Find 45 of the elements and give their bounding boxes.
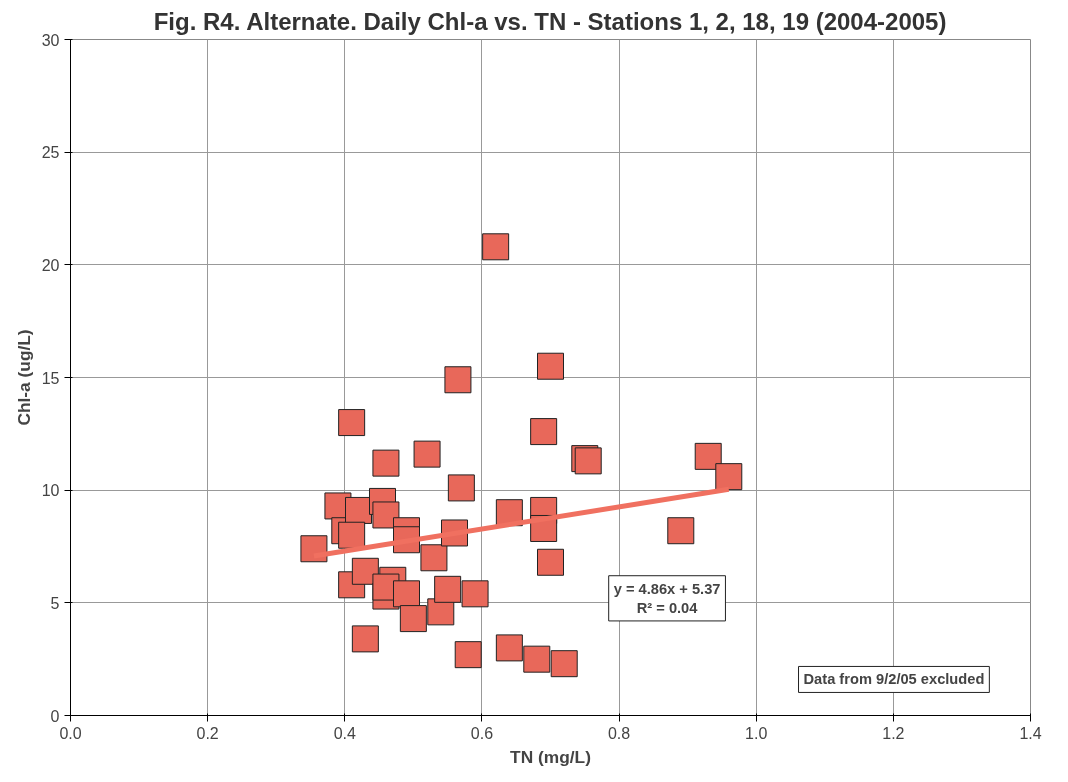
point xyxy=(447,474,475,502)
point xyxy=(454,641,482,669)
point xyxy=(413,440,441,468)
x-tick-label: 0.2 xyxy=(196,724,219,742)
point xyxy=(372,449,400,477)
x-tick-label: 0.6 xyxy=(470,724,494,742)
point xyxy=(537,548,564,576)
x-tick-label: 0.8 xyxy=(607,724,631,742)
point xyxy=(444,366,472,394)
chart-title: Fig. R4. Alternate. Daily Chl-a vs. TN - Stations 1, 2, 18, 19 (2004-2005) xyxy=(153,7,947,35)
point xyxy=(523,645,551,673)
y-axis-title: Chl-a (ug/L) xyxy=(13,329,34,426)
y-tick-label: 0 xyxy=(50,707,60,725)
x-axis-title: TN (mg/L) xyxy=(510,746,591,767)
point xyxy=(351,625,379,653)
point xyxy=(434,575,462,603)
y-tick-label: 5 xyxy=(50,594,60,612)
x-tick-label: 0.0 xyxy=(59,724,82,742)
x-tick-label: 0.4 xyxy=(333,724,357,742)
point xyxy=(694,442,722,470)
y-tick-label: 10 xyxy=(41,482,60,500)
y-tick-label: 20 xyxy=(41,256,60,274)
point xyxy=(495,634,523,662)
x-tick-label: 1.0 xyxy=(745,724,768,742)
point xyxy=(399,605,427,633)
point xyxy=(393,580,420,608)
y-tick-label: 30 xyxy=(41,31,60,49)
y-tick-label: 25 xyxy=(41,144,60,162)
point xyxy=(715,463,743,491)
point xyxy=(537,352,564,380)
point xyxy=(550,650,578,678)
point xyxy=(372,501,400,529)
point xyxy=(338,521,366,549)
x-tick-label: 1.2 xyxy=(882,724,905,742)
point xyxy=(300,535,328,563)
point xyxy=(338,409,366,437)
x-tick-label: 1.4 xyxy=(1019,724,1042,742)
annotation: Data from 9/2/05 excluded xyxy=(803,671,985,688)
y-tick-label: 15 xyxy=(41,369,60,387)
point xyxy=(420,544,448,572)
annotation: y = 4.86x + 5.37 R² = 0.04 xyxy=(613,580,721,616)
point xyxy=(667,517,695,545)
point xyxy=(530,418,558,446)
point xyxy=(461,580,489,608)
point xyxy=(482,233,510,261)
